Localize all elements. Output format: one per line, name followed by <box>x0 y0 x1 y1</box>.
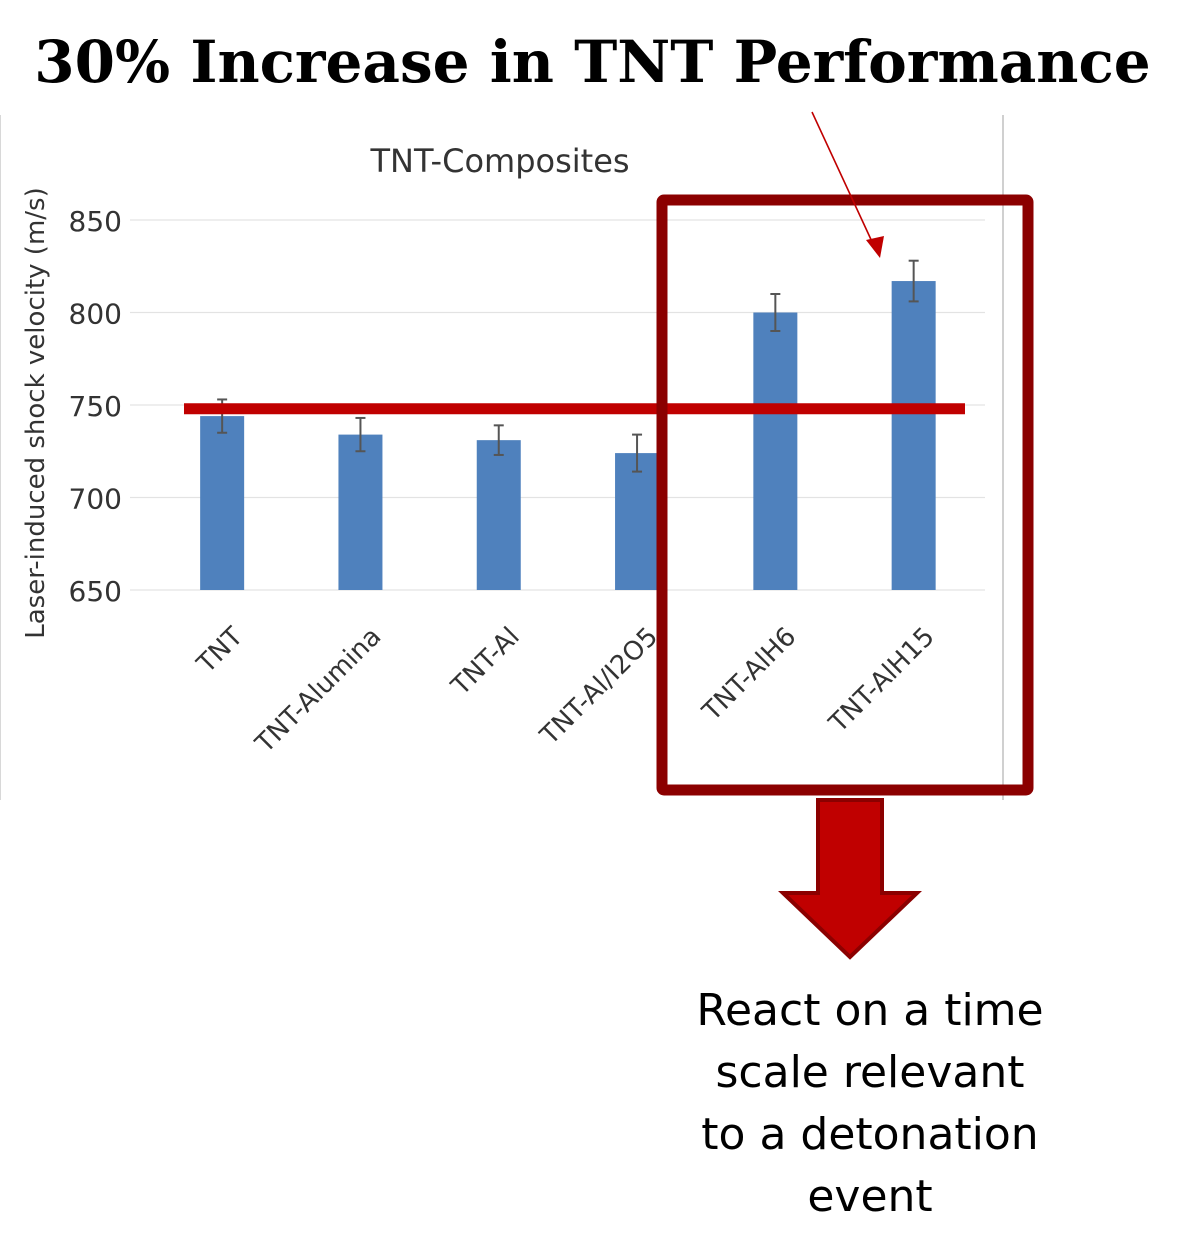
callout-line-2: scale relevant <box>715 1047 1025 1098</box>
x-tick-label: TNT <box>191 622 249 680</box>
y-tick-label: 850 <box>69 205 122 238</box>
x-tick-label: TNT-AlH15 <box>823 622 941 740</box>
bar <box>476 440 521 590</box>
y-axis-label: Laser-induced shock velocity (m/s) <box>21 187 51 638</box>
callout-line-4: event <box>807 1171 933 1222</box>
down-arrow-icon <box>778 798 922 960</box>
y-tick-label: 800 <box>69 298 122 331</box>
y-tick-label: 700 <box>69 483 122 516</box>
x-tick-label: TNT-Alumina <box>249 622 387 760</box>
bar-layer <box>200 281 936 590</box>
callout-text: React on a time scale relevant to a deto… <box>650 980 1090 1228</box>
chart-title: TNT-Composites <box>369 142 629 180</box>
highlight-box <box>656 194 1034 796</box>
bar <box>338 434 383 590</box>
y-tick-label: 750 <box>69 390 122 423</box>
chart-left-border <box>0 115 1 800</box>
headline: 30% Increase in TNT Performance <box>34 28 1151 96</box>
x-tick-label: TNT-Al <box>445 622 525 702</box>
x-tick-label: TNT-AlH6 <box>696 622 802 728</box>
bar <box>891 281 936 590</box>
pointer-arrow-line <box>811 111 875 247</box>
bar <box>200 416 245 590</box>
label-layer: TNT TNT-Alumina TNT-Al TNT-Al/I2O5 TNT-AlH6 T… <box>191 622 941 760</box>
pointer-arrow-head <box>866 236 884 258</box>
y-tick-label: 650 <box>69 575 122 608</box>
x-tick-label: TNT-Al/I2O5 <box>534 622 664 752</box>
bar <box>615 453 660 590</box>
callout-line-3: to a detonation <box>701 1109 1039 1160</box>
callout-line-1: React on a time <box>696 985 1044 1036</box>
chart-right-border <box>1002 115 1004 800</box>
tick-layer: 650 700 750 800 850 <box>69 205 122 608</box>
error-layer <box>217 259 919 473</box>
bar <box>753 312 798 590</box>
